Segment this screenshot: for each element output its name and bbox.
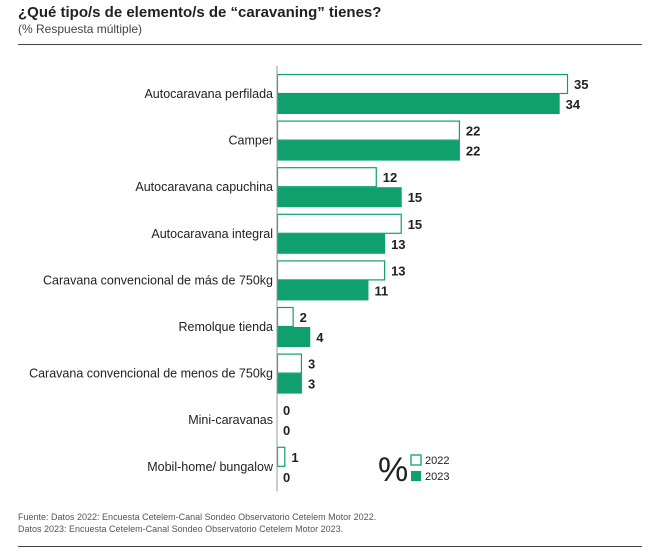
legend-label-2022: 2022 (425, 455, 449, 467)
bar-2022 (276, 353, 303, 374)
bar-2023 (277, 140, 460, 161)
category-label: Mini-caravanas (188, 413, 273, 427)
category-label: Camper (229, 134, 273, 148)
bar-group-autocaravana-perfilada: Autocaravana perfilada 35 34 (144, 73, 588, 114)
legend-swatch-2023 (411, 471, 421, 481)
value-label-2022: 12 (383, 170, 397, 185)
legend-swatch-2022 (410, 454, 422, 466)
legend-label-2023: 2023 (425, 471, 449, 483)
value-label-2023: 0 (283, 423, 290, 438)
legend: % 2022 2023 (378, 451, 449, 489)
bar-group-caravana-convencional-de-mas-de-750kg: Caravana convencional de más de 750kg 131… (43, 260, 406, 301)
bar-2022 (276, 260, 386, 281)
category-label: Autocaravana capuchina (135, 180, 273, 194)
bar-group-caravana-convencional-de-menos-de-750kg: Caravana convencional de menos de 750kg 3… (29, 353, 315, 394)
category-label: Autocaravana integral (151, 227, 273, 241)
bar-2022 (276, 306, 294, 328)
category-label: Mobil-home/ bungalow (147, 460, 274, 474)
value-label-2022: 1 (291, 450, 298, 465)
value-label-2022: 35 (574, 77, 588, 92)
bar-2022 (276, 446, 286, 467)
value-label-2022: 2 (300, 310, 307, 325)
bar-2022 (276, 213, 402, 234)
bar-chart: Autocaravana perfilada3534Camper2222Auto… (29, 66, 588, 492)
value-label-2022: 15 (408, 217, 422, 232)
value-label-2023: 15 (408, 190, 422, 205)
bar-2023 (277, 373, 302, 394)
category-label: Caravana convencional de más de 750kg (43, 273, 273, 287)
value-label-2023: 22 (466, 144, 480, 159)
percent-symbol: % (378, 451, 408, 489)
category-label: Remolque tienda (178, 320, 273, 334)
category-label: Caravana convencional de menos de 750kg (29, 367, 273, 381)
bar-2022 (276, 167, 377, 188)
value-label-2023: 0 (283, 470, 290, 485)
source-note-2023: Datos 2023: Encuesta Cetelem-Canal Sonde… (18, 524, 344, 534)
bar-group-autocaravana-capuchina: Autocaravana capuchina 12 15 (135, 167, 422, 208)
top-divider (18, 44, 642, 45)
bar-group-mobil-home-bungalow: Mobil-home/ bungalow 10 (147, 446, 299, 485)
value-label-2022: 0 (283, 403, 290, 418)
bar-2023 (277, 94, 560, 114)
bar-group-remolque-tienda: Remolque tienda 24 (178, 306, 324, 347)
bottom-divider (18, 546, 642, 547)
bars-layer: Autocaravana perfilada3534Camper2222Auto… (29, 73, 588, 485)
value-label-2022: 22 (466, 124, 480, 139)
bar-2022 (276, 73, 569, 95)
value-label-2023: 3 (308, 377, 315, 392)
source-note-2022: Fuente: Datos 2022: Encuesta Cetelem-Can… (18, 512, 377, 522)
value-label-2023: 11 (374, 283, 388, 298)
value-label-2023: 13 (391, 237, 405, 252)
bar-group-mini-caravanas: Mini-caravanas 0 0 (188, 403, 290, 438)
bar-2023 (277, 280, 369, 301)
bar-2023 (277, 187, 402, 208)
chart-subtitle: (% Respuesta múltiple) (18, 22, 143, 36)
chart-title: ¿Qué tipo/s de elemento/s de “caravaning… (18, 4, 382, 21)
value-label-2023: 4 (316, 330, 324, 345)
value-label-2022: 3 (308, 357, 315, 372)
bar-2023 (277, 327, 311, 347)
bar-2023 (277, 233, 386, 254)
bar-2022 (276, 120, 461, 141)
category-label: Autocaravana perfilada (144, 87, 273, 101)
bar-group-camper: Camper 22 22 (229, 120, 480, 161)
value-label-2023: 34 (566, 97, 581, 112)
value-label-2022: 13 (391, 263, 405, 278)
